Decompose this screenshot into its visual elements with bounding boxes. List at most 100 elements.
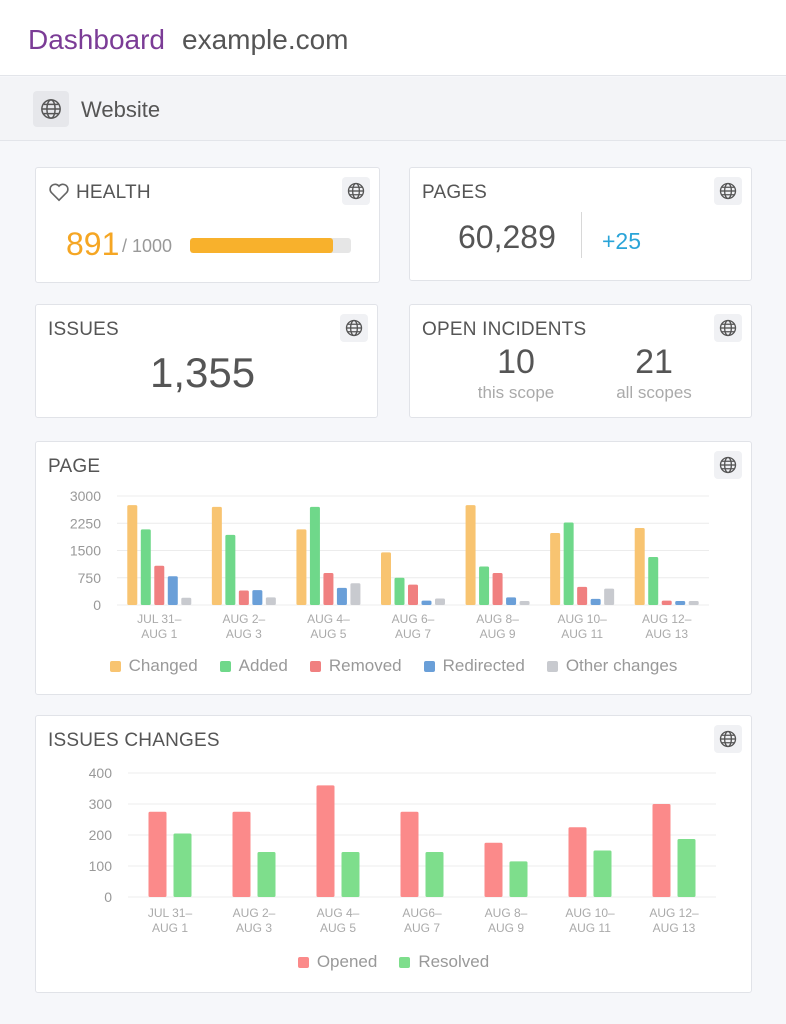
legend-item-added[interactable]: Added <box>219 656 288 676</box>
bar-removed <box>238 590 249 605</box>
pages-count: 60,289 <box>458 219 556 255</box>
globe-icon <box>719 182 737 200</box>
issues-card[interactable]: ISSUES 1,355 <box>35 304 378 418</box>
bar-other-changes <box>688 601 699 605</box>
x-tick-label: AUG 4– <box>317 906 360 920</box>
y-tick-label: 750 <box>78 570 102 586</box>
x-tick-label: AUG6– <box>402 906 442 920</box>
legend-item-redirected[interactable]: Redirected <box>423 656 525 676</box>
bar-resolved <box>173 833 192 897</box>
heart-icon <box>49 183 69 202</box>
bar-redirected <box>336 587 347 605</box>
globe-icon <box>345 319 363 337</box>
globe-icon <box>719 319 737 337</box>
issues-chart-scope-button[interactable] <box>714 725 742 753</box>
bar-removed <box>661 600 672 605</box>
health-max: / 1000 <box>122 236 173 256</box>
page-chart-scope-button[interactable] <box>714 451 742 479</box>
bar-other-changes <box>350 583 361 605</box>
bar-other-changes <box>265 597 276 605</box>
bar-changed <box>296 529 307 605</box>
x-tick-label: AUG 3 <box>226 627 262 641</box>
issues-chart-legend: Opened Resolved <box>36 952 751 972</box>
y-tick-label: 100 <box>89 858 113 874</box>
bar-added <box>648 557 659 605</box>
bar-changed <box>550 533 561 605</box>
bar-opened <box>148 811 167 897</box>
page-chart-card: PAGE 0 750 1500 2250 3000 JUL 31– AUG 1 AUG 2– A… <box>35 441 752 695</box>
bar-removed <box>492 573 503 605</box>
bar-changed <box>211 506 222 605</box>
y-tick-label: 0 <box>93 597 101 613</box>
page-changes-chart: 0 750 1500 2250 3000 JUL 31–AUG 1 AUG 2–AUG 3 A… <box>70 488 709 641</box>
incidents-scope-button[interactable] <box>714 314 742 342</box>
globe-icon <box>719 730 737 748</box>
bar-other-changes <box>604 588 615 605</box>
bar-removed <box>408 584 418 605</box>
bar-resolved <box>257 852 276 897</box>
issues-changes-chart: 0 100 200 300 400 JUL 31–AUG 1 AUG 2–AUG 3 AUG … <box>89 765 716 935</box>
dashboard-link[interactable]: Dashboard <box>28 24 165 55</box>
bar-changed <box>127 505 138 605</box>
incidents-this-scope-value: 10 <box>497 343 535 381</box>
legend-swatch <box>109 660 121 672</box>
health-progress-bar <box>190 238 351 253</box>
legend-item-changed[interactable]: Changed <box>109 656 198 676</box>
legend-label: Other changes <box>565 656 678 675</box>
bar-resolved <box>677 839 696 897</box>
bar-removed <box>323 573 334 605</box>
y-tick-label: 400 <box>89 765 113 781</box>
y-tick-label: 2250 <box>70 515 101 531</box>
y-tick-label: 300 <box>89 796 113 812</box>
x-tick-label: JUL 31– <box>137 612 182 626</box>
x-tick-label: AUG 12– <box>642 612 692 626</box>
incidents-all-scopes-label: all scopes <box>616 383 692 402</box>
legend-item-resolved[interactable]: Resolved <box>399 952 489 972</box>
legend-item-other-changes[interactable]: Other changes <box>546 656 678 676</box>
bar-changed <box>465 505 476 605</box>
health-scope-button[interactable] <box>342 177 370 205</box>
website-scope-button[interactable] <box>33 91 69 127</box>
legend-swatch <box>399 956 411 968</box>
bar-added <box>394 577 405 605</box>
bar-removed <box>154 565 165 605</box>
x-tick-label: AUG 2– <box>223 612 266 626</box>
bar-redirected <box>506 597 517 605</box>
bar-opened <box>484 842 503 897</box>
pages-card[interactable]: PAGES 60,289 +25 <box>409 167 752 281</box>
issues-title: ISSUES <box>48 319 119 340</box>
legend-label: Removed <box>328 656 402 675</box>
pages-scope-button[interactable] <box>714 177 742 205</box>
legend-label: Redirected <box>442 656 525 675</box>
domain-title: example.com <box>182 24 349 55</box>
issues-count: 1,355 <box>150 349 256 396</box>
incidents-title: OPEN INCIDENTS <box>422 319 587 340</box>
x-tick-label: AUG 5 <box>320 921 356 935</box>
y-tick-label: 3000 <box>70 488 101 504</box>
incidents-card[interactable]: OPEN INCIDENTS 10 this scope 21 all scop… <box>409 304 752 418</box>
page-chart-title: PAGE <box>48 456 101 477</box>
health-card[interactable]: HEALTH 891 / 1000 <box>35 167 380 283</box>
legend-swatch <box>546 660 558 672</box>
legend-item-removed[interactable]: Removed <box>309 656 402 676</box>
scope-bar: Website <box>0 77 786 141</box>
scope-label: Website <box>81 97 161 122</box>
bar-redirected <box>167 576 178 605</box>
x-tick-label: AUG 6– <box>392 612 435 626</box>
legend-label: Added <box>238 656 288 675</box>
legend-item-opened[interactable]: Opened <box>297 952 377 972</box>
legend-swatch <box>297 956 309 968</box>
bar-changed <box>634 527 645 605</box>
issues-scope-button[interactable] <box>340 314 368 342</box>
top-bar: Dashboard example.com <box>0 0 786 76</box>
y-tick-label: 200 <box>89 827 113 843</box>
x-tick-label: AUG 4– <box>307 612 350 626</box>
x-tick-label: AUG 1 <box>141 627 177 641</box>
bar-opened <box>232 811 251 897</box>
x-tick-label: AUG 13 <box>653 921 696 935</box>
health-progress-fill <box>190 238 334 253</box>
incidents-this-scope-label: this scope <box>477 383 555 402</box>
bar-removed <box>577 586 588 605</box>
x-tick-label: JUL 31– <box>148 906 193 920</box>
x-tick-label: AUG 10– <box>557 612 607 626</box>
